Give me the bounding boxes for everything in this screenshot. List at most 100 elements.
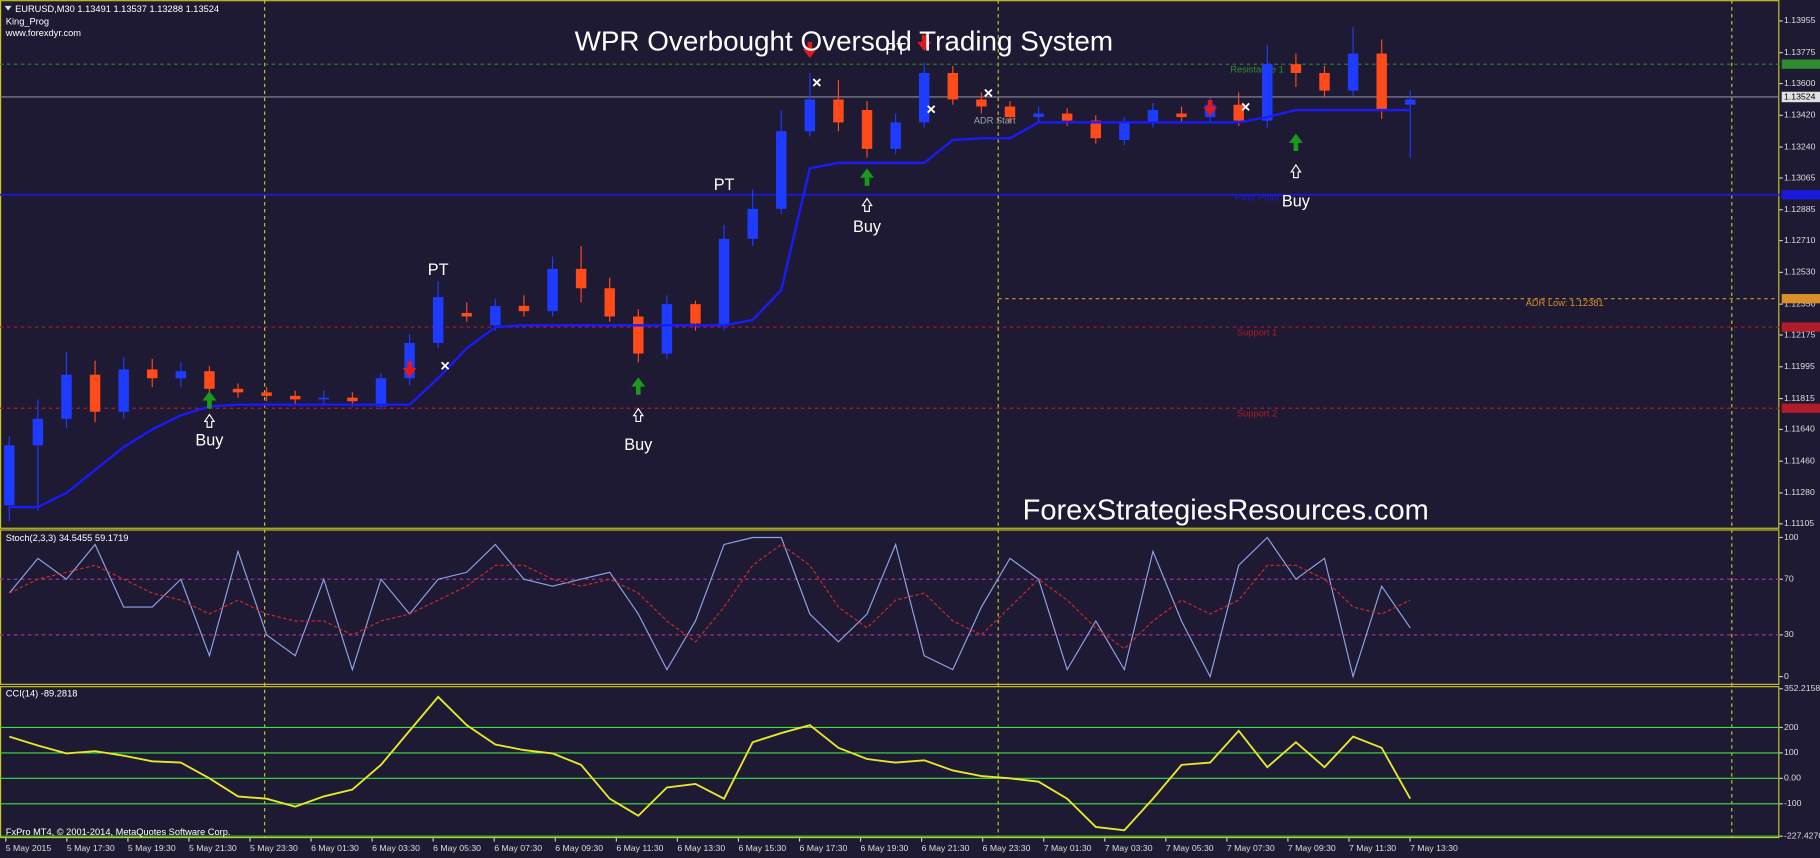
y-tick-label: 100 bbox=[1784, 747, 1799, 757]
last-price-label: 1.13524 bbox=[1784, 91, 1816, 101]
x-tick-label: 6 May 19:30 bbox=[861, 843, 909, 853]
watermark: ForexStrategiesResources.com bbox=[1023, 495, 1429, 527]
candle-body bbox=[1119, 122, 1130, 141]
y-tick-label: 1.11105 bbox=[1784, 518, 1814, 528]
candle-body bbox=[32, 418, 44, 446]
level-axis-box bbox=[1781, 59, 1820, 69]
x-tick-label: 7 May 07:30 bbox=[1227, 843, 1275, 853]
y-tick-label: 1.11995 bbox=[1784, 361, 1815, 371]
buy-marker bbox=[1290, 163, 1302, 179]
candle-body bbox=[432, 297, 444, 343]
exit-marker bbox=[927, 105, 936, 114]
y-tick-label: 100 bbox=[1784, 532, 1799, 542]
x-tick-label: 7 May 05:30 bbox=[1166, 843, 1214, 853]
x-tick-label: 6 May 09:30 bbox=[555, 843, 603, 853]
candle-body bbox=[461, 312, 472, 317]
candle-body bbox=[4, 445, 15, 506]
candle-body bbox=[1290, 64, 1302, 73]
x-tick-label: 6 May 01:30 bbox=[311, 843, 359, 853]
buy-arrow bbox=[1288, 133, 1303, 152]
buy-marker bbox=[203, 413, 216, 428]
x-tick-label: 5 May 17:30 bbox=[67, 843, 115, 853]
trail-line bbox=[9, 108, 1411, 509]
y-tick-label: 1.13420 bbox=[1784, 110, 1816, 120]
chart-layer: 1.13955 1.13775 1.13600 1.13420 1.13240 1.130… bbox=[0, 15, 1820, 853]
candle-body bbox=[575, 268, 587, 289]
candle-body bbox=[89, 374, 101, 412]
exit-marker bbox=[812, 78, 821, 87]
y-tick-label: 1.13955 bbox=[1784, 15, 1816, 25]
header-icon bbox=[4, 5, 12, 11]
candle-body bbox=[404, 342, 415, 379]
candle-body bbox=[747, 208, 758, 239]
buy-label: Buy bbox=[853, 218, 882, 236]
candle-body bbox=[1262, 64, 1273, 121]
y-tick-label: 1.12885 bbox=[1784, 204, 1816, 214]
candle-body bbox=[690, 304, 701, 324]
x-tick-label: 6 May 07:30 bbox=[494, 843, 542, 853]
buy-label: Buy bbox=[195, 431, 224, 449]
sell-arrow bbox=[402, 361, 417, 378]
sell-arrow bbox=[802, 41, 817, 59]
candle-body bbox=[861, 110, 873, 149]
pt-label: PT bbox=[428, 261, 449, 279]
candle-body bbox=[261, 392, 272, 396]
exit-marker bbox=[1241, 102, 1250, 112]
level-label: Support 1 bbox=[1237, 327, 1277, 337]
y-tick-label: 0.00 bbox=[1784, 773, 1801, 783]
y-tick-label: 1.11640 bbox=[1784, 424, 1815, 434]
candle-body bbox=[1033, 113, 1044, 118]
buy-label: Buy bbox=[624, 436, 653, 454]
candle-body bbox=[890, 122, 901, 149]
level-label: Resistance 1 bbox=[1230, 64, 1284, 74]
candle-body bbox=[833, 99, 844, 123]
exit-marker bbox=[984, 88, 993, 98]
candle-body bbox=[1147, 110, 1159, 123]
candle-body bbox=[804, 99, 816, 132]
level-label: Support 2 bbox=[1237, 409, 1277, 419]
x-tick-label: 5 May 23:30 bbox=[250, 843, 298, 853]
y-tick-label: 1.11815 bbox=[1784, 393, 1815, 403]
y-tick-label: 1.12530 bbox=[1784, 267, 1816, 277]
indicator-line bbox=[9, 543, 1411, 650]
indicator-line bbox=[9, 695, 1412, 832]
x-tick-label: 7 May 09:30 bbox=[1288, 843, 1336, 853]
candle-body bbox=[718, 238, 730, 326]
x-tick-label: 7 May 11:30 bbox=[1349, 843, 1396, 853]
day-separators bbox=[264, 0, 1733, 839]
y-tick-label: 1.12350 bbox=[1784, 298, 1816, 308]
candle-body bbox=[976, 99, 987, 107]
candle-body bbox=[518, 305, 530, 312]
candle-body bbox=[347, 397, 358, 402]
y-tick-label: 1.13065 bbox=[1784, 172, 1816, 182]
x-tick-label: 6 May 17:30 bbox=[800, 843, 848, 853]
candle-body bbox=[633, 316, 644, 354]
last-price-box bbox=[1781, 91, 1820, 103]
x-tick-label: 6 May 15:30 bbox=[738, 843, 786, 853]
x-tick-label: 5 May 21:30 bbox=[189, 843, 237, 853]
candle-body bbox=[1176, 113, 1187, 118]
candle-body bbox=[918, 72, 930, 123]
candle-body bbox=[661, 304, 673, 354]
candle-body bbox=[204, 371, 215, 389]
sell-arrow bbox=[917, 34, 932, 52]
candle-body bbox=[1319, 72, 1330, 91]
level-axis-box bbox=[1781, 190, 1820, 200]
candle-body bbox=[1405, 99, 1416, 105]
x-tick-label: 6 May 11:30 bbox=[616, 843, 663, 853]
x-tick-label: 5 May 19:30 bbox=[128, 843, 176, 853]
candle-body bbox=[147, 369, 158, 379]
candle-body bbox=[1376, 53, 1387, 111]
y-tick-label: 1.13600 bbox=[1784, 78, 1816, 88]
level-axis-box bbox=[1781, 294, 1820, 304]
candle-body bbox=[776, 131, 787, 209]
y-tick-label: 352.2158 bbox=[1784, 683, 1820, 693]
y-tick-label: 0 bbox=[1784, 671, 1789, 681]
sell-arrow bbox=[1203, 99, 1218, 117]
y-tick-label: 1.12175 bbox=[1784, 329, 1816, 339]
candle-body bbox=[318, 397, 330, 400]
candle-body bbox=[289, 395, 301, 400]
y-tick-label: 70 bbox=[1784, 574, 1794, 584]
y-tick-label: 1.13240 bbox=[1784, 141, 1816, 151]
